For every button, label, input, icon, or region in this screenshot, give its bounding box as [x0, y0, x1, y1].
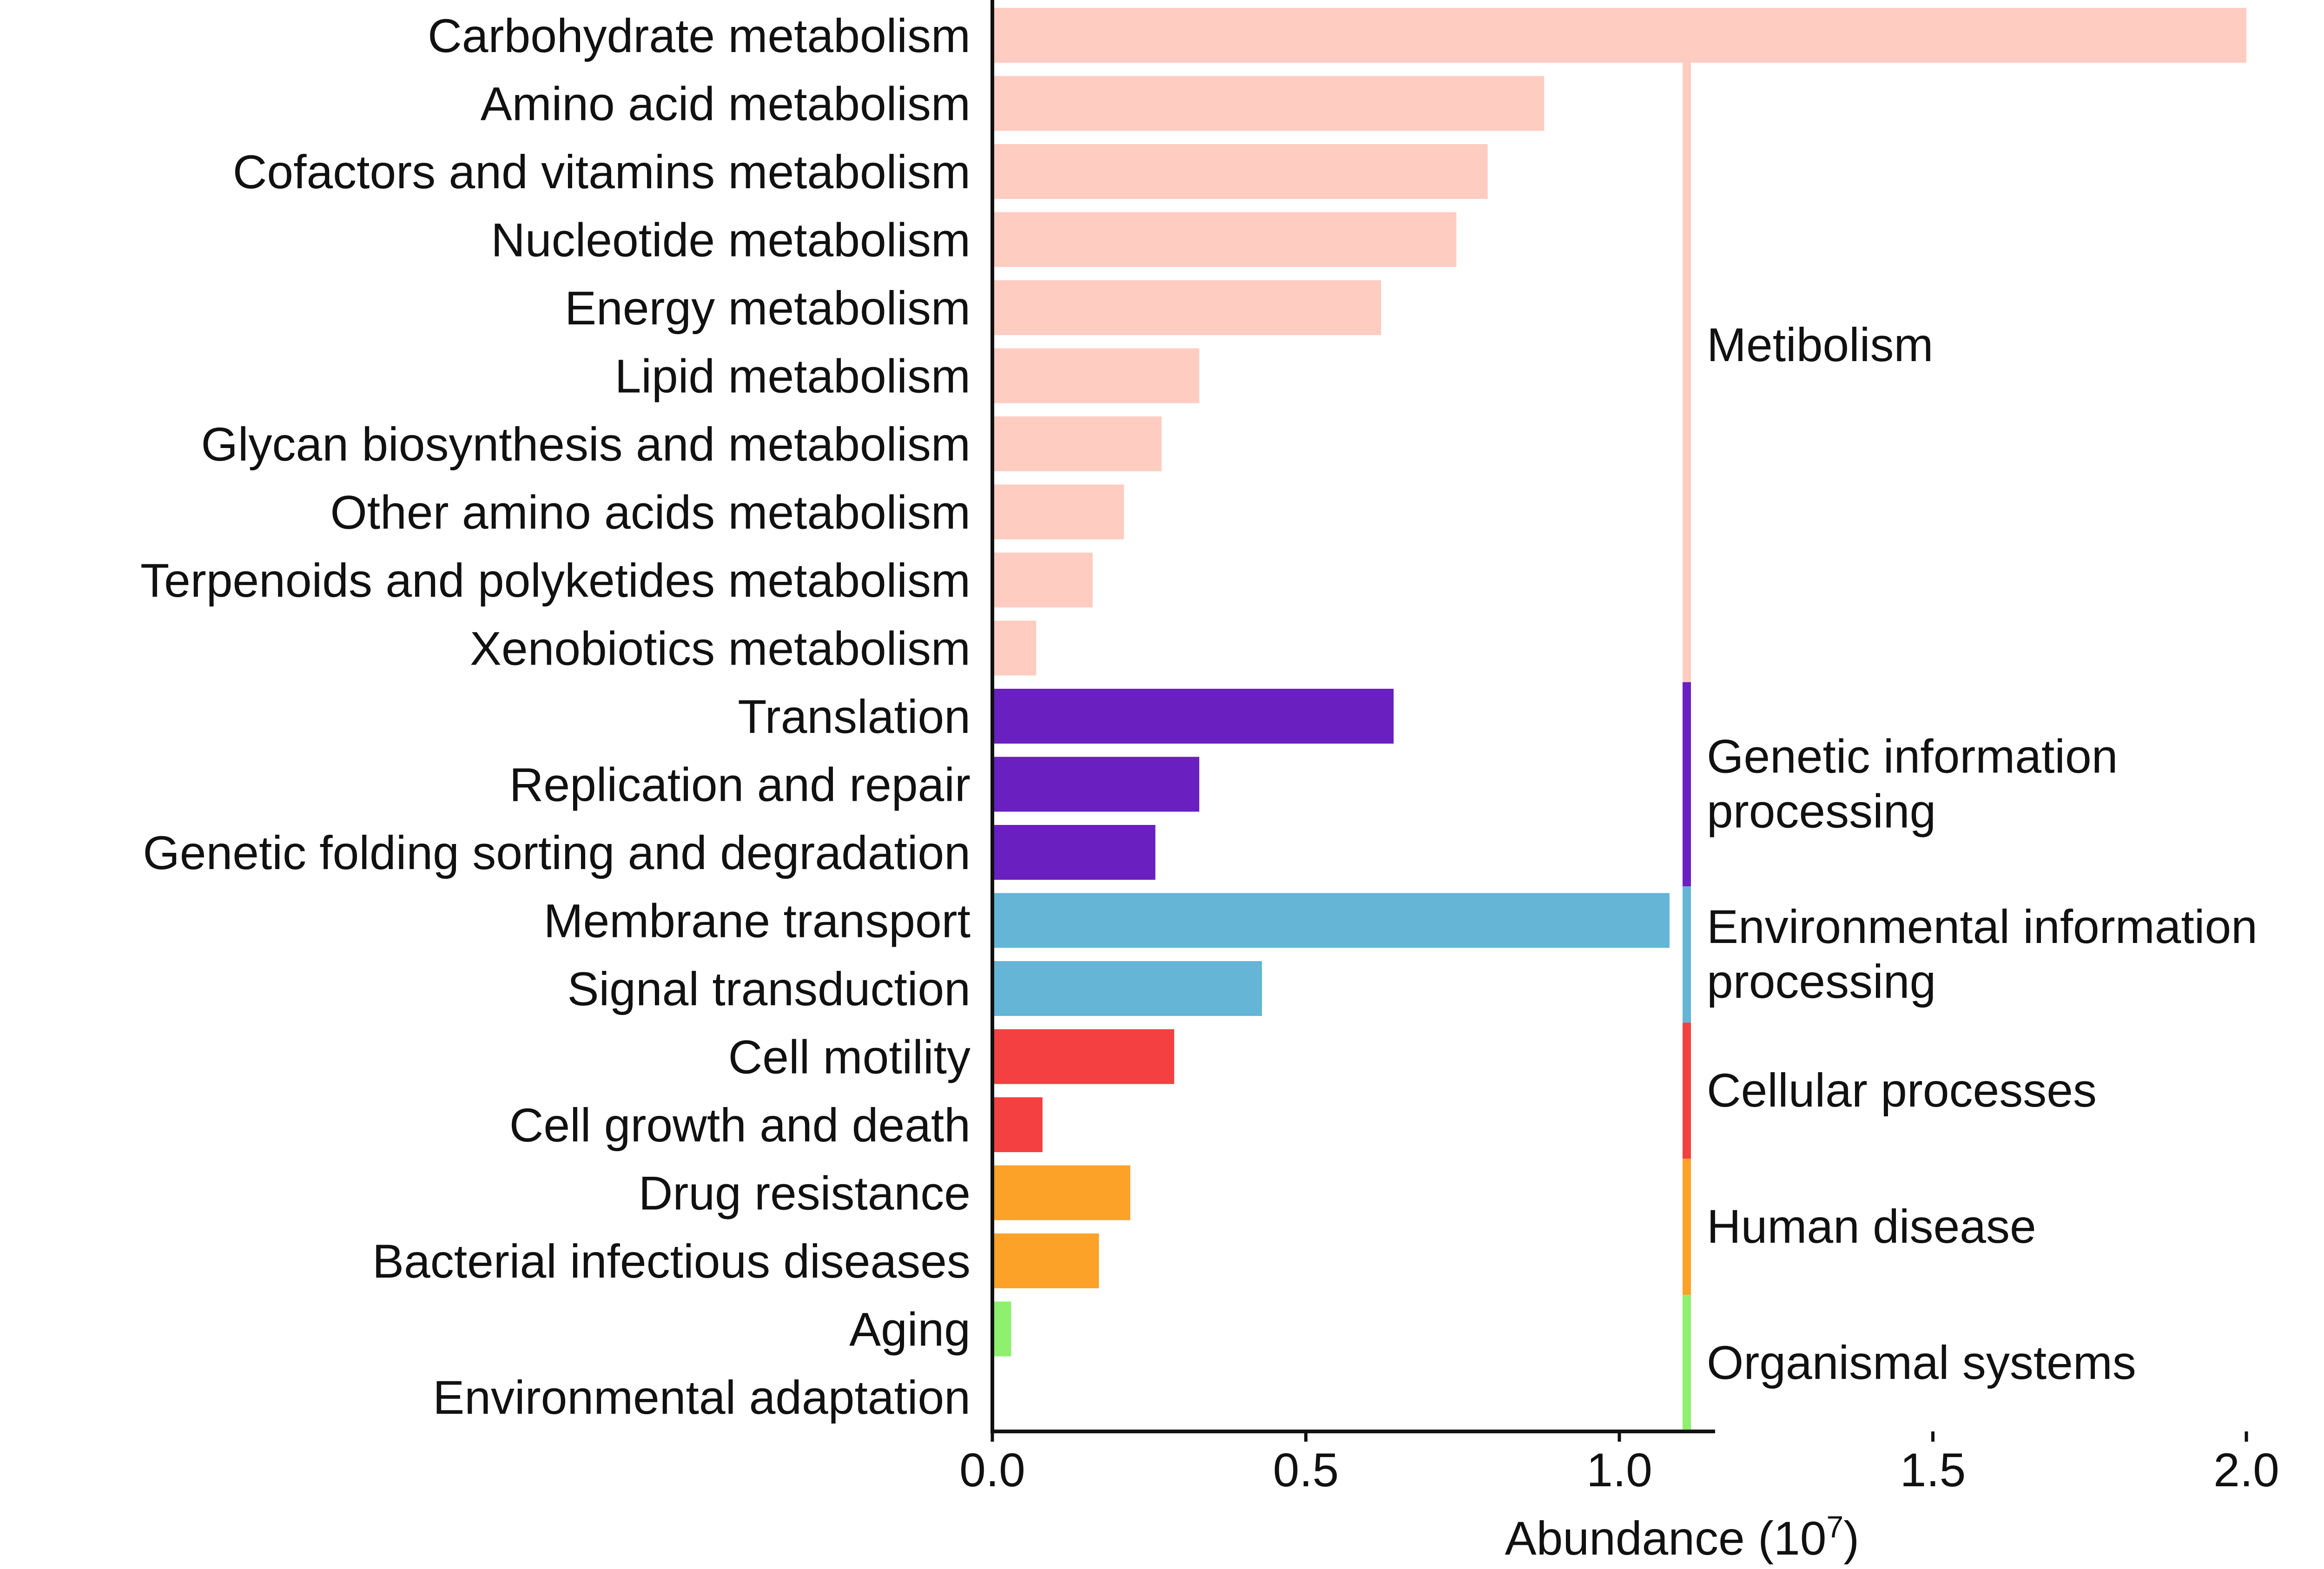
x-tick-label-1: 0.5: [1273, 1444, 1339, 1496]
bar-bacterial-infectious-diseases: [992, 1233, 1099, 1288]
category-label-drug-resistance: Drug resistance: [639, 1167, 971, 1220]
category-label-amino-acid-metabolism: Amino acid metabolism: [481, 78, 971, 131]
x-tick-label-3: 1.5: [1900, 1444, 1966, 1496]
x-ticks: 0.0 0.5 1.0 1.5 2.0: [959, 1431, 2279, 1496]
bar-glycan-biosynthesis-and-metabolism: [992, 416, 1162, 471]
category-label-membrane-transport: Membrane transport: [544, 895, 971, 948]
bar-aging: [992, 1301, 1011, 1357]
bar-cofactors-and-vitamins-metabolism: [992, 144, 1488, 199]
bar-replication-and-repair: [992, 757, 1200, 812]
category-label-aging: Aging: [849, 1303, 971, 1356]
group-label-metibolism: Metibolism: [1707, 318, 1933, 371]
group-label-human-disease: Human disease: [1707, 1200, 2036, 1253]
group-label-environmental-information-processing-line-2: processing: [1707, 955, 1936, 1008]
category-label-signal-transduction: Signal transduction: [567, 962, 971, 1015]
category-label-genetic-folding-sorting-and-degradation: Genetic folding sorting and degradation: [143, 826, 971, 879]
bar-amino-acid-metabolism: [992, 76, 1545, 131]
category-labels: Carbohydrate metabolism Amino acid metabo…: [140, 9, 971, 1424]
bar-other-amino-acids-metabolism: [992, 484, 1124, 540]
x-axis-title-exponent: 7: [1827, 1510, 1844, 1544]
category-label-translation: Translation: [738, 690, 971, 743]
x-tick-label-2: 1.0: [1586, 1444, 1652, 1496]
bar-carbohydrate-metabolism: [992, 8, 2246, 63]
x-axis-title: Abundance (107): [1505, 1510, 1860, 1565]
category-label-energy-metabolism: Energy metabolism: [565, 282, 971, 335]
bar-xenobiotics-metabolism: [992, 620, 1037, 676]
group-bar-organismal-systems: [1683, 1295, 1691, 1431]
bar-membrane-transport: [992, 893, 1670, 948]
bar-signal-transduction: [992, 961, 1262, 1016]
category-label-nucleotide-metabolism: Nucleotide metabolism: [491, 214, 971, 267]
category-label-cell-motility: Cell motility: [728, 1031, 971, 1084]
x-tick-label-4: 2.0: [2213, 1444, 2279, 1496]
group-color-bars: [1683, 8, 1691, 1431]
category-label-glycan-biosynthesis-and-metabolism: Glycan biosynthesis and metabolism: [201, 418, 971, 471]
bar-genetic-folding-sorting-and-degradation: [992, 825, 1155, 880]
group-bar-metibolism: [1683, 8, 1691, 682]
group-bar-cellular-processes: [1683, 1022, 1691, 1159]
bar-translation: [992, 689, 1394, 744]
x-tick-label-0: 0.0: [959, 1444, 1025, 1496]
bar-energy-metabolism: [992, 280, 1381, 335]
bar-nucleotide-metabolism: [992, 212, 1457, 267]
group-bar-environmental-information-processing: [1683, 886, 1691, 1023]
category-label-cell-growth-and-death: Cell growth and death: [509, 1099, 971, 1152]
group-label-cellular-processes: Cellular processes: [1707, 1064, 2097, 1117]
bar-terpenoids-and-polyketides-metabolism: [992, 553, 1093, 607]
bar-cell-growth-and-death: [992, 1097, 1043, 1152]
x-axis-title-main: Abundance (10: [1505, 1512, 1827, 1565]
bar-cell-motility: [992, 1029, 1175, 1084]
bars-layer: [992, 8, 2246, 1357]
group-bar-human-disease: [1683, 1159, 1691, 1295]
category-label-bacterial-infectious-diseases: Bacterial infectious diseases: [372, 1235, 971, 1288]
group-bar-genetic-information-processing: [1683, 682, 1691, 887]
category-label-cofactors-and-vitamins-metabolism: Cofactors and vitamins metabolism: [233, 145, 971, 198]
category-label-environmental-adaptation: Environmental adaptation: [433, 1371, 971, 1424]
group-label-genetic-information-processing-line-1: Genetic information: [1707, 730, 2118, 783]
category-label-replication-and-repair: Replication and repair: [509, 758, 971, 811]
bar-lipid-metabolism: [992, 348, 1200, 403]
category-label-terpenoids-and-polyketides-metabolism: Terpenoids and polyketides metabolism: [140, 554, 971, 607]
x-axis-title-suffix: ): [1843, 1512, 1859, 1565]
group-label-genetic-information-processing-line-2: processing: [1707, 785, 1936, 838]
bar-drug-resistance: [992, 1165, 1130, 1220]
category-label-other-amino-acids-metabolism: Other amino acids metabolism: [330, 486, 971, 539]
axes-layer: [990, 0, 1715, 1433]
category-label-lipid-metabolism: Lipid metabolism: [615, 350, 971, 403]
category-label-carbohydrate-metabolism: Carbohydrate metabolism: [428, 9, 971, 62]
group-label-environmental-information-processing-line-1: Environmental information: [1707, 900, 2258, 953]
group-label-organismal-systems: Organismal systems: [1707, 1336, 2136, 1389]
category-label-xenobiotics-metabolism: Xenobiotics metabolism: [470, 622, 971, 675]
